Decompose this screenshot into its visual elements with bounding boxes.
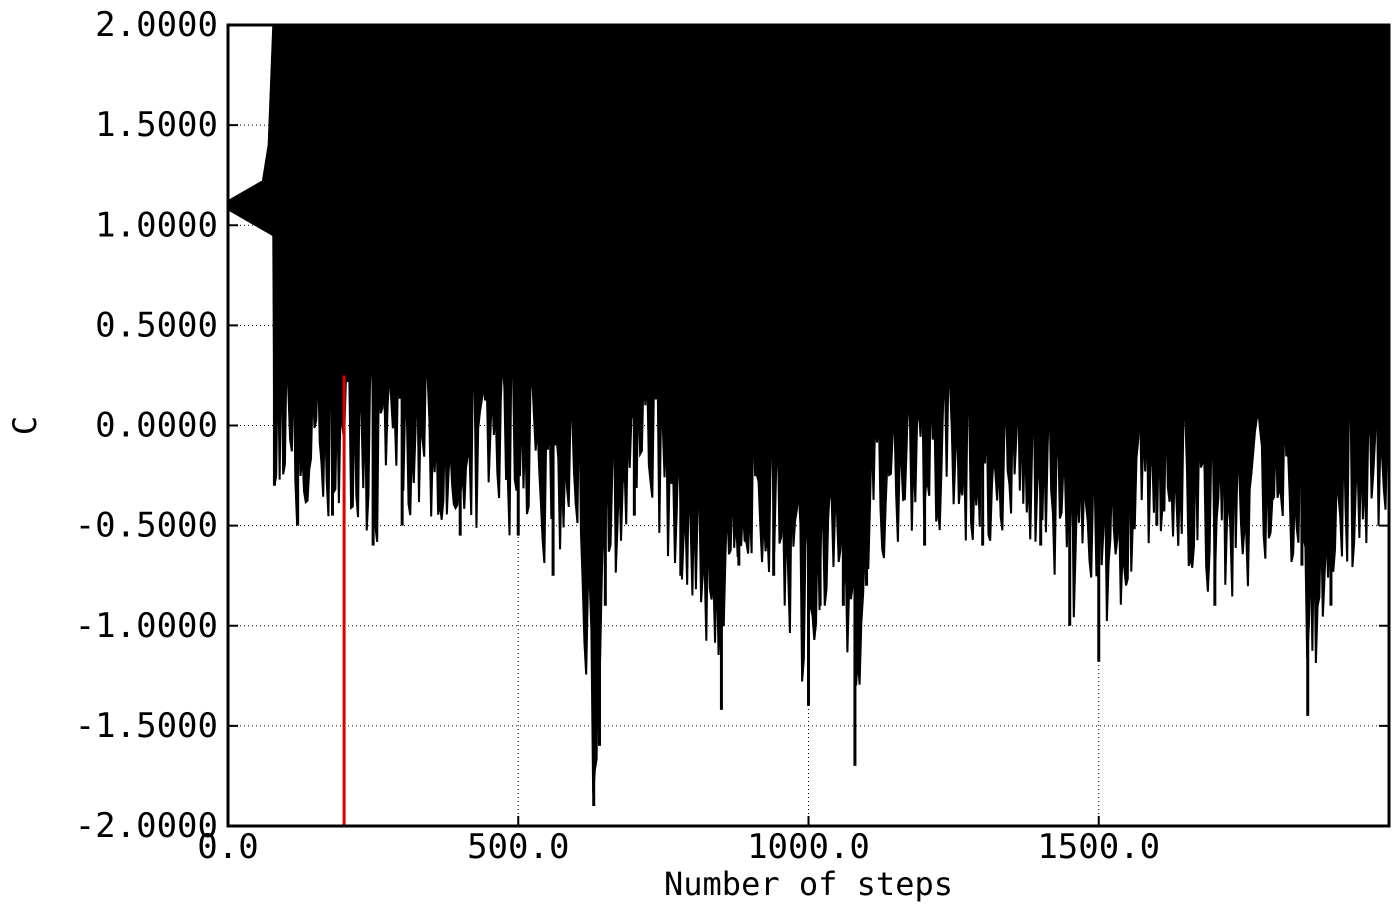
y-tick-label: 0.0000 (95, 406, 218, 446)
y-tick-label: 1.0000 (95, 205, 218, 245)
x-axis-title: Number of steps (664, 865, 953, 903)
y-tick-label: 0.5000 (95, 305, 218, 345)
x-tick-label: 500.0 (467, 827, 569, 867)
y-tick-label: -1.0000 (75, 606, 218, 646)
y-axis-title: C (6, 416, 44, 435)
x-tick-label: 1000.0 (747, 827, 870, 867)
y-tick-label: 2.0000 (95, 5, 218, 45)
y-tick-label: -2.0000 (75, 806, 218, 846)
y-tick-label: -1.5000 (75, 706, 218, 746)
y-tick-label: 1.5000 (95, 105, 218, 145)
x-tick-label: 0.0 (197, 827, 258, 867)
y-tick-label: -0.5000 (75, 506, 218, 546)
x-tick-label: 1500.0 (1037, 827, 1160, 867)
